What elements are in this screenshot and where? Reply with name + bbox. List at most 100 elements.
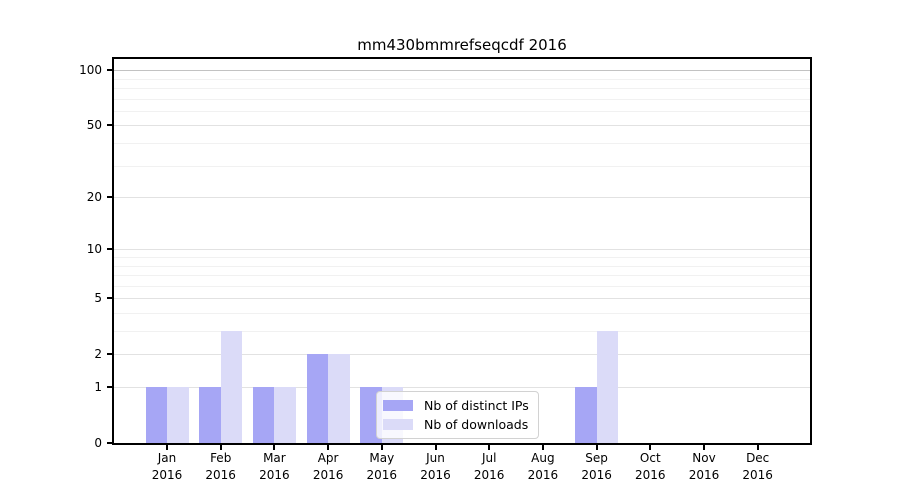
x-tick-year: 2016 <box>366 468 398 482</box>
bar-distinct-ips <box>199 387 221 443</box>
bar-distinct-ips <box>306 354 329 443</box>
x-tick-month: May <box>369 451 395 465</box>
gridline-minor <box>114 88 810 90</box>
bar-distinct-ips <box>145 387 167 443</box>
legend-swatch-downloads <box>383 419 413 430</box>
gridline-minor <box>114 312 810 314</box>
y-tick <box>107 196 113 199</box>
gridline-minor <box>114 265 810 267</box>
x-tick-label: Jul 2016 <box>461 450 517 484</box>
x-tick <box>327 445 330 450</box>
legend: Nb of distinct IPs Nb of downloads <box>376 391 539 439</box>
gridline-minor <box>114 285 810 287</box>
x-tick-label: Mar 2016 <box>246 450 302 484</box>
legend-swatch-distinct-ips <box>383 400 413 411</box>
x-tick <box>166 445 168 450</box>
x-tick <box>703 445 705 450</box>
gridline-minor <box>114 143 810 145</box>
x-tick-year: 2016 <box>312 468 344 482</box>
gridline-major <box>114 298 810 300</box>
x-tick-year: 2016 <box>473 468 505 482</box>
x-tick-year: 2016 <box>635 468 666 482</box>
bar-downloads <box>220 331 243 443</box>
y-tick-label: 5 <box>94 291 102 306</box>
y-tick <box>107 442 113 444</box>
y-tick <box>107 297 113 300</box>
x-tick-year: 2016 <box>420 468 451 482</box>
bar-downloads <box>328 354 350 443</box>
chart-title: mm430bmmrefseqcdf 2016 <box>357 36 567 54</box>
x-tick-month: Sep <box>585 451 608 465</box>
x-tick-month: Nov <box>692 451 716 465</box>
gridline-major <box>114 387 810 388</box>
x-tick-year: 2016 <box>151 468 183 482</box>
legend-item-downloads: Nb of downloads <box>383 415 529 434</box>
gridline-major <box>114 197 810 199</box>
gridline-minor <box>114 257 810 258</box>
x-tick-label: Jan 2016 <box>139 450 195 484</box>
x-tick <box>541 445 544 450</box>
plot-area: Nb of distinct IPs Nb of downloads <box>114 59 810 443</box>
gridline-major <box>114 70 810 72</box>
x-tick-label: Dec 2016 <box>730 450 786 484</box>
y-tick <box>107 386 113 388</box>
x-tick-year: 2016 <box>581 468 612 482</box>
x-tick-label: Feb 2016 <box>193 450 249 484</box>
legend-label-downloads: Nb of downloads <box>424 417 529 432</box>
gridline-minor <box>114 275 810 277</box>
x-tick-year: 2016 <box>205 468 236 482</box>
bar-distinct-ips <box>575 387 597 443</box>
gridline-minor <box>114 98 810 100</box>
x-tick-label: Sep 2016 <box>569 450 625 484</box>
x-tick <box>649 445 652 450</box>
x-tick-year: 2016 <box>527 468 559 482</box>
x-tick-label: May 2016 <box>354 450 410 484</box>
y-tick <box>107 124 113 127</box>
y-tick <box>107 248 113 251</box>
y-tick-label: 50 <box>86 118 102 133</box>
x-tick-month: Jun <box>426 451 445 465</box>
x-tick-month: Aug <box>531 451 555 465</box>
legend-label-distinct-ips: Nb of distinct IPs <box>424 398 529 413</box>
y-tick-label: 20 <box>86 190 102 205</box>
x-tick <box>434 445 437 450</box>
x-tick <box>380 445 383 450</box>
y-tick-label: 1 <box>94 380 102 394</box>
x-tick-month: Mar <box>263 451 286 465</box>
gridline-major <box>114 354 810 356</box>
x-tick-year: 2016 <box>259 468 290 482</box>
gridline-minor <box>114 331 810 333</box>
x-tick-label: Jun 2016 <box>408 450 464 484</box>
y-tick <box>107 353 113 356</box>
y-tick-label: 100 <box>79 63 102 78</box>
y-tick-label: 10 <box>86 242 102 257</box>
x-tick-month: Feb <box>210 451 232 465</box>
x-tick <box>219 445 222 450</box>
x-tick-year: 2016 <box>688 468 720 482</box>
x-tick <box>273 445 276 450</box>
x-tick-month: Apr <box>317 451 339 465</box>
x-tick-label: Nov 2016 <box>676 450 732 484</box>
bar-downloads <box>274 387 296 443</box>
y-tick-label: 0 <box>94 436 102 450</box>
x-tick-label: Oct 2016 <box>622 450 678 484</box>
y-tick <box>107 69 113 72</box>
x-tick-month: Jan <box>157 451 177 465</box>
gridline-major <box>114 249 810 251</box>
x-tick <box>756 445 759 450</box>
x-tick-label: Aug 2016 <box>515 450 571 484</box>
x-tick-label: Apr 2016 <box>300 450 356 484</box>
x-tick <box>595 445 598 450</box>
y-tick-label: 2 <box>94 347 102 362</box>
x-tick <box>488 445 491 450</box>
x-tick-month: Jul <box>481 451 497 465</box>
gridline-major <box>114 125 810 127</box>
bar-downloads <box>167 387 189 443</box>
gridline-minor <box>114 165 810 167</box>
x-tick-year: 2016 <box>742 468 773 482</box>
legend-item-distinct-ips: Nb of distinct IPs <box>383 396 529 415</box>
gridline-minor <box>114 110 810 112</box>
x-tick-month: Dec <box>746 451 770 465</box>
gridline-minor <box>114 78 810 80</box>
